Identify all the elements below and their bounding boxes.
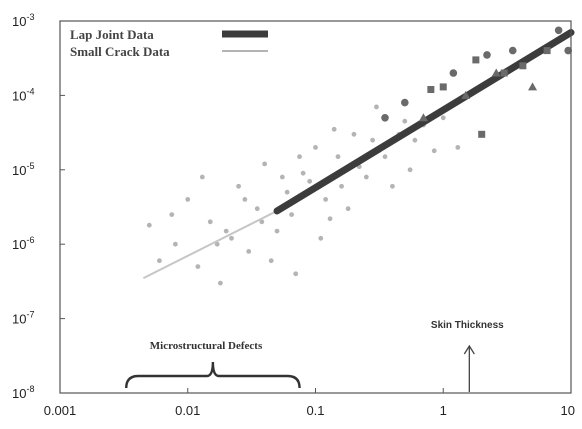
small-crack-point — [374, 104, 379, 110]
small-crack-point — [146, 222, 152, 228]
small-crack-point — [169, 212, 175, 217]
annotations: Microstructural Defects Skin Thickness — [125, 320, 504, 392]
lap-joint-square-point — [500, 69, 508, 77]
lap-joint-circle-point — [508, 46, 517, 55]
small-crack-point — [390, 183, 395, 189]
legend: Lap Joint Data Small Crack Data — [70, 27, 268, 59]
small-crack-point — [284, 189, 290, 195]
small-crack-point — [370, 137, 376, 143]
lap-joint-circle-point — [449, 69, 458, 77]
legend-label-small-crack: Small Crack Data — [70, 44, 170, 59]
small-crack-point — [412, 137, 418, 143]
small-crack-point — [195, 264, 201, 269]
y-tick-label: 10-7 — [12, 310, 34, 327]
small-crack-point — [236, 183, 241, 189]
legend-label-lap-joint: Lap Joint Data — [70, 27, 154, 42]
small-crack-point — [293, 271, 299, 277]
lap-joint-square-point — [472, 56, 480, 64]
small-crack-point — [279, 174, 285, 180]
small-crack-point — [335, 154, 341, 160]
small-crack-point — [402, 118, 408, 124]
lap-joint-circle-point — [381, 113, 389, 122]
y-tick-label: 10-3 — [12, 12, 34, 29]
small-crack-point — [229, 235, 234, 241]
microstructural-defects-label: Microstructural Defects — [150, 340, 263, 352]
small-crack-point — [331, 126, 337, 132]
small-crack-point — [339, 183, 344, 189]
y-tick-label: 10-6 — [12, 235, 34, 252]
x-tick-label: 10 — [561, 403, 575, 418]
small-crack-point — [313, 145, 318, 150]
lap-joint-triangle-point — [491, 68, 501, 77]
lap-joint-circle-point — [483, 51, 491, 59]
small-crack-point — [246, 249, 252, 254]
x-tick-label: 0.001 — [44, 403, 77, 418]
lap-joint-square-point — [478, 130, 486, 138]
lap-joint-triangle-point — [418, 113, 428, 122]
small-crack-point — [254, 206, 260, 212]
small-crack-point — [199, 174, 205, 180]
small-crack-point — [318, 235, 324, 241]
axes: 0.001 0.01 0.1 1 10 10-3 10-4 10-5 10-6 10-7 10-8 — [12, 12, 575, 418]
small-crack-point — [440, 115, 446, 121]
small-crack-point — [268, 258, 274, 264]
lap-joint-circle-point — [554, 26, 563, 35]
small-crack-point — [157, 258, 162, 264]
small-crack-point — [207, 219, 213, 225]
lap-joint-square-point — [427, 86, 435, 94]
lap-joint-square-point — [543, 47, 551, 55]
small-crack-point — [262, 161, 268, 167]
small-crack-point — [172, 241, 178, 247]
small-crack-point — [223, 228, 229, 234]
lap-joint-square-point — [439, 83, 447, 91]
y-tick-label: 10-5 — [12, 161, 34, 178]
small-crack-point — [351, 131, 357, 137]
small-crack-point — [431, 148, 437, 154]
microstructural-defects-brace — [125, 361, 301, 389]
y-tick-label: 10-8 — [12, 384, 34, 401]
lap-joint-square-point — [519, 62, 527, 70]
skin-thickness-label: Skin Thickness — [431, 320, 504, 331]
x-tick-label: 1 — [440, 403, 447, 418]
x-tick-label: 0.01 — [175, 403, 200, 418]
lap-joint-triangle-point — [528, 82, 538, 91]
small-crack-point — [327, 216, 333, 222]
lap-joint-circle-point — [564, 46, 572, 55]
small-crack-point — [297, 154, 302, 160]
y-tick-label: 10-4 — [12, 86, 34, 103]
small-crack-point — [382, 154, 388, 160]
lap-joint-trend-line — [273, 29, 575, 215]
small-crack-point — [407, 167, 413, 173]
small-crack-point — [242, 197, 248, 202]
lap-joint-circle-point — [400, 98, 409, 107]
x-tick-label: 0.1 — [306, 403, 324, 418]
small-crack-point — [274, 228, 280, 234]
small-crack-point — [289, 212, 294, 217]
small-crack-point — [259, 219, 265, 225]
small-crack-point — [455, 145, 461, 150]
small-crack-point — [323, 197, 329, 202]
small-crack-point — [307, 178, 313, 184]
small-crack-point — [214, 241, 220, 247]
small-crack-point — [363, 174, 369, 180]
plot-area — [142, 26, 575, 286]
lap-joint-triangle-point — [461, 90, 471, 99]
small-crack-point — [185, 197, 191, 202]
skin-thickness-arrow-head — [463, 344, 475, 355]
small-crack-point — [300, 170, 306, 176]
small-crack-point — [345, 206, 351, 212]
small-crack-trend-line — [142, 210, 278, 280]
small-crack-point — [217, 280, 223, 286]
